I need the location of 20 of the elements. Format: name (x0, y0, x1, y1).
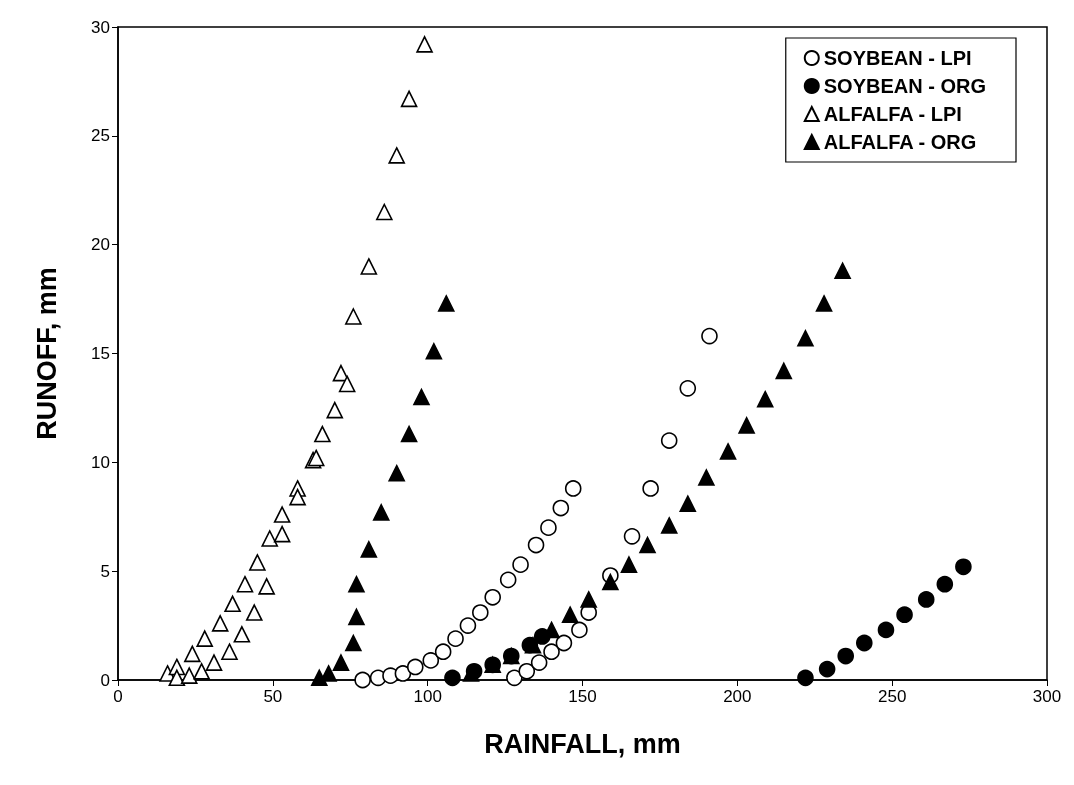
x-tick-label: 150 (568, 687, 597, 706)
x-tick-label: 100 (413, 687, 442, 706)
x-tick-label: 250 (877, 687, 907, 706)
y-tick-label: 20 (91, 235, 110, 255)
y-tick-label: 15 (91, 344, 110, 363)
y-tick-label: 30 (91, 17, 110, 37)
x-tick-label: 200 (723, 687, 752, 706)
y-tick-label: 10 (91, 452, 110, 472)
y-tick-label: 0 (100, 670, 110, 690)
legend-label: ALFALFA - LPI (823, 103, 962, 125)
x-tick-label: 300 (1032, 687, 1062, 706)
x-tick-label: 0 (113, 687, 123, 706)
legend-label: ALFALFA - ORG (823, 131, 977, 153)
x-tick-label: 50 (263, 687, 283, 706)
y-tick-label: 25 (91, 126, 110, 146)
legend-label: SOYBEAN - LPI (823, 47, 972, 69)
y-tick-label: 5 (100, 561, 110, 581)
x-axis-title: RAINFALL, mm (484, 728, 681, 759)
y-axis-title: RUNOFF, mm (31, 267, 62, 440)
legend-label: SOYBEAN - ORG (823, 75, 987, 97)
